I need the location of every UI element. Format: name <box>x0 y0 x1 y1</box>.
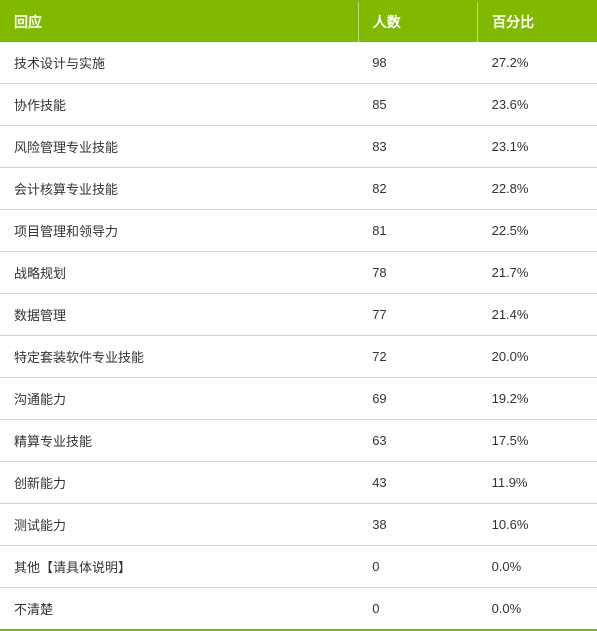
cell-percent: 10.6% <box>478 504 597 546</box>
cell-count: 77 <box>358 294 477 336</box>
cell-percent: 19.2% <box>478 378 597 420</box>
cell-response: 不清楚 <box>0 588 358 630</box>
cell-response: 风险管理专业技能 <box>0 126 358 168</box>
survey-table: 回应 人数 百分比 技术设计与实施 98 27.2% 协作技能 85 23.6%… <box>0 2 597 629</box>
cell-response: 项目管理和领导力 <box>0 210 358 252</box>
cell-percent: 11.9% <box>478 462 597 504</box>
cell-response: 战略规划 <box>0 252 358 294</box>
cell-percent: 22.5% <box>478 210 597 252</box>
cell-percent: 0.0% <box>478 546 597 588</box>
table-row: 沟通能力 69 19.2% <box>0 378 597 420</box>
cell-response: 协作技能 <box>0 84 358 126</box>
table-row: 会计核算专业技能 82 22.8% <box>0 168 597 210</box>
cell-count: 98 <box>358 42 477 84</box>
table-row: 其他【请具体说明】 0 0.0% <box>0 546 597 588</box>
cell-response: 精算专业技能 <box>0 420 358 462</box>
cell-response: 沟通能力 <box>0 378 358 420</box>
cell-response: 数据管理 <box>0 294 358 336</box>
cell-count: 69 <box>358 378 477 420</box>
cell-percent: 21.7% <box>478 252 597 294</box>
cell-response: 会计核算专业技能 <box>0 168 358 210</box>
cell-percent: 27.2% <box>478 42 597 84</box>
table-row: 创新能力 43 11.9% <box>0 462 597 504</box>
cell-count: 78 <box>358 252 477 294</box>
cell-percent: 23.1% <box>478 126 597 168</box>
survey-table-container: 回应 人数 百分比 技术设计与实施 98 27.2% 协作技能 85 23.6%… <box>0 0 597 631</box>
table-row: 数据管理 77 21.4% <box>0 294 597 336</box>
col-header-response: 回应 <box>0 2 358 42</box>
table-header-row: 回应 人数 百分比 <box>0 2 597 42</box>
cell-count: 63 <box>358 420 477 462</box>
cell-percent: 17.5% <box>478 420 597 462</box>
table-row: 技术设计与实施 98 27.2% <box>0 42 597 84</box>
cell-count: 43 <box>358 462 477 504</box>
cell-count: 0 <box>358 546 477 588</box>
cell-percent: 23.6% <box>478 84 597 126</box>
col-header-count: 人数 <box>358 2 477 42</box>
cell-response: 创新能力 <box>0 462 358 504</box>
table-row: 不清楚 0 0.0% <box>0 588 597 630</box>
table-row: 风险管理专业技能 83 23.1% <box>0 126 597 168</box>
table-row: 战略规划 78 21.7% <box>0 252 597 294</box>
table-row: 特定套装软件专业技能 72 20.0% <box>0 336 597 378</box>
cell-count: 38 <box>358 504 477 546</box>
table-row: 精算专业技能 63 17.5% <box>0 420 597 462</box>
cell-response: 其他【请具体说明】 <box>0 546 358 588</box>
table-row: 协作技能 85 23.6% <box>0 84 597 126</box>
cell-count: 72 <box>358 336 477 378</box>
col-header-percent: 百分比 <box>478 2 597 42</box>
cell-percent: 21.4% <box>478 294 597 336</box>
cell-percent: 20.0% <box>478 336 597 378</box>
cell-count: 81 <box>358 210 477 252</box>
cell-count: 0 <box>358 588 477 630</box>
table-row: 项目管理和领导力 81 22.5% <box>0 210 597 252</box>
table-body: 技术设计与实施 98 27.2% 协作技能 85 23.6% 风险管理专业技能 … <box>0 42 597 629</box>
cell-response: 特定套装软件专业技能 <box>0 336 358 378</box>
cell-count: 83 <box>358 126 477 168</box>
cell-percent: 22.8% <box>478 168 597 210</box>
cell-response: 技术设计与实施 <box>0 42 358 84</box>
table-row: 测试能力 38 10.6% <box>0 504 597 546</box>
cell-count: 82 <box>358 168 477 210</box>
cell-response: 测试能力 <box>0 504 358 546</box>
cell-percent: 0.0% <box>478 588 597 630</box>
cell-count: 85 <box>358 84 477 126</box>
